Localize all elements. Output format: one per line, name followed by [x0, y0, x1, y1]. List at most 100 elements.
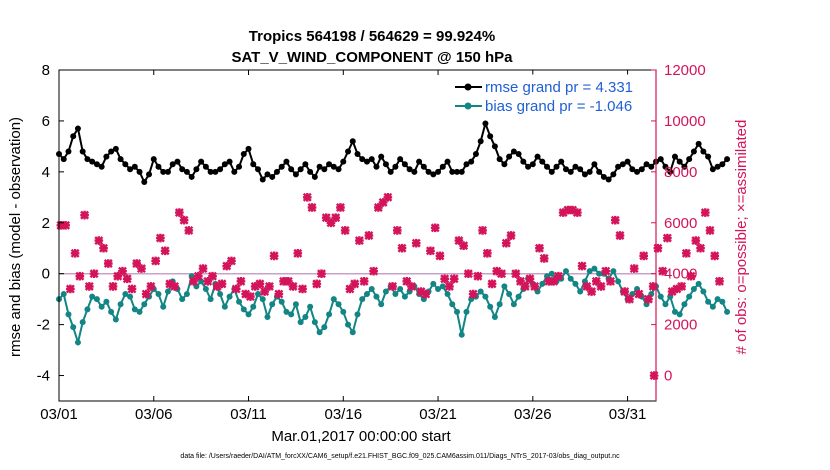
rmse-point	[74, 125, 81, 132]
obs-marker-stroke	[658, 266, 668, 276]
obs-marker-stroke	[691, 236, 701, 246]
bias-point	[572, 280, 579, 287]
obs-point	[454, 236, 464, 246]
rmse-point	[454, 168, 460, 175]
x-tick-label: 03/11	[230, 406, 266, 423]
bias-point	[695, 280, 702, 287]
obs-point	[658, 266, 668, 276]
bias-point	[491, 313, 498, 320]
obs-marker-stroke	[155, 233, 165, 243]
obs-marker-stroke	[189, 276, 199, 286]
obs-point	[350, 279, 360, 289]
bias-point	[610, 268, 617, 275]
obs-point	[354, 236, 364, 246]
rmse-point	[577, 166, 584, 173]
obs-point	[468, 289, 478, 299]
obs-point	[392, 225, 402, 235]
bias-point	[615, 278, 622, 285]
rmse-point	[510, 148, 517, 155]
obs-point	[132, 259, 142, 268]
y-right-tick-label: 12000	[664, 62, 706, 79]
obs-point	[577, 261, 587, 271]
obs-marker-stroke	[416, 287, 426, 296]
obs-point	[700, 208, 710, 218]
obs-marker-stroke	[378, 197, 388, 207]
rmse-point	[534, 153, 541, 160]
bias-point	[79, 319, 86, 326]
rmse-point	[610, 171, 617, 178]
obs-marker-stroke	[577, 261, 587, 271]
obs-point	[61, 220, 71, 230]
bias-point	[226, 293, 233, 300]
obs-point	[459, 241, 469, 251]
obs-marker-stroke	[482, 248, 492, 258]
obs-point	[70, 248, 80, 258]
bias-point	[264, 313, 271, 320]
rmse-point	[316, 163, 323, 170]
rmse-point	[146, 171, 153, 178]
obs-marker-stroke	[715, 276, 724, 286]
rmse-point	[127, 166, 134, 173]
rmse-point	[596, 168, 603, 175]
bias-line	[58, 267, 729, 347]
bias-point	[676, 311, 683, 318]
y-tick-label: 4	[42, 164, 50, 181]
obs-point	[383, 192, 393, 202]
obs-point	[426, 246, 435, 256]
obs-marker-stroke	[534, 243, 544, 253]
obs-marker-stroke	[283, 276, 293, 286]
bias-point	[686, 293, 693, 300]
bias-point	[690, 285, 697, 292]
rmse-point	[198, 158, 205, 165]
bias-point	[193, 283, 200, 290]
rmse-point	[354, 151, 361, 158]
obs-marker-stroke	[625, 294, 634, 304]
bias-point	[482, 293, 489, 300]
x-tick-label: 03/26	[514, 406, 552, 423]
obs-point	[312, 279, 322, 289]
rmse-point	[321, 166, 328, 173]
obs-point	[710, 251, 720, 261]
y-right-tick-label: 2000	[664, 317, 697, 334]
bias-point	[321, 324, 328, 331]
bias-point	[283, 308, 290, 315]
obs-point	[430, 223, 440, 233]
rmse-point	[435, 168, 442, 175]
rmse-point	[600, 173, 607, 180]
obs-point	[606, 276, 615, 286]
obs-marker-stroke	[56, 220, 66, 230]
bias-point	[458, 331, 465, 338]
bias-point	[217, 291, 224, 298]
rmse-point	[273, 168, 280, 175]
obs-point	[179, 215, 189, 225]
bias-point	[354, 311, 361, 318]
rmse-point	[255, 166, 261, 173]
obs-marker-stroke	[582, 281, 592, 291]
rmse-point	[269, 173, 276, 180]
y-right-tick-label: 0	[664, 368, 672, 385]
rmse-point	[164, 168, 171, 175]
x-tick-label: 03/16	[325, 406, 363, 423]
y-tick-label: 0	[42, 266, 50, 283]
bias-point	[330, 296, 337, 303]
bias-point	[501, 283, 508, 290]
obs-marker-stroke	[544, 276, 554, 286]
obs-point	[231, 284, 241, 294]
obs-point	[463, 269, 473, 279]
obs-marker-stroke	[160, 246, 170, 256]
obs-marker-stroke	[497, 269, 506, 279]
bias-point	[297, 319, 304, 326]
obs-marker-stroke	[553, 271, 563, 281]
plot-area: 03/01 03/06 03/11 03/16 03/21 03/26 03/31 -4 -2 0…	[37, 62, 731, 423]
rmse-point	[363, 158, 370, 165]
obs-point	[539, 253, 549, 263]
obs-marker-stroke	[606, 276, 615, 286]
obs-marker-stroke	[75, 271, 85, 281]
obs-marker-stroke	[203, 276, 213, 286]
obs-marker-stroke	[449, 274, 459, 284]
obs-point	[94, 236, 104, 246]
bias-point	[671, 308, 678, 315]
bias-point	[724, 308, 731, 315]
obs-marker-stroke	[184, 225, 194, 235]
obs-marker-stroke	[108, 281, 118, 291]
